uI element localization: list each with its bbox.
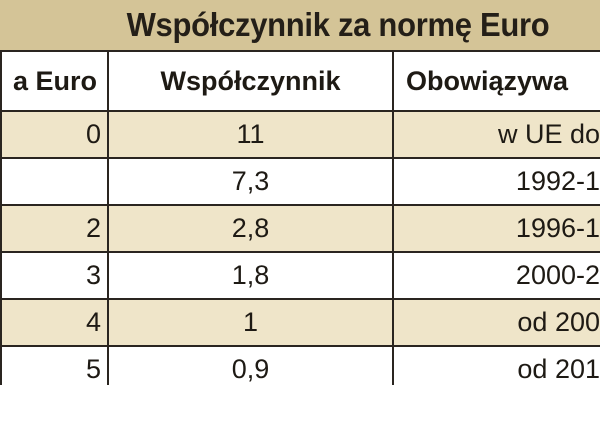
euro-norm-table: a Euro Współczynnik Obowiązywa 0 11 w UE… (0, 50, 600, 394)
cell-factor: 1,8 (107, 251, 394, 300)
cell-validity: w UE do (392, 110, 600, 159)
table-header-row: a Euro Współczynnik Obowiązywa (0, 50, 600, 112)
table-row: 0 11 w UE do (0, 110, 600, 159)
cell-validity: 2000-2 (392, 251, 600, 300)
table-title: Współczynnik za normę Euro (126, 5, 550, 44)
cell-euro-norm (0, 157, 109, 206)
cell-validity: 1996-1 (392, 204, 600, 253)
table-title-bar: Współczynnik za normę Euro (0, 0, 600, 50)
header-euro-norm: a Euro (0, 50, 109, 112)
cell-factor: 7,3 (107, 157, 394, 206)
table-row: 7,3 1992-1 (0, 157, 600, 206)
header-validity: Obowiązywa (392, 50, 600, 112)
cell-euro-norm: 3 (0, 251, 109, 300)
cell-validity: 1992-1 (392, 157, 600, 206)
cell-euro-norm: 0 (0, 110, 109, 159)
table-row: 3 1,8 2000-2 (0, 251, 600, 300)
cell-euro-norm: 4 (0, 298, 109, 347)
cell-factor: 2,8 (107, 204, 394, 253)
cell-euro-norm: 2 (0, 204, 109, 253)
table-row: 2 2,8 1996-1 (0, 204, 600, 253)
blank-area (0, 385, 600, 440)
cell-factor: 1 (107, 298, 394, 347)
cell-factor: 11 (107, 110, 394, 159)
table-row: 4 1 od 200 (0, 298, 600, 347)
header-factor: Współczynnik (107, 50, 394, 112)
cell-validity: od 200 (392, 298, 600, 347)
